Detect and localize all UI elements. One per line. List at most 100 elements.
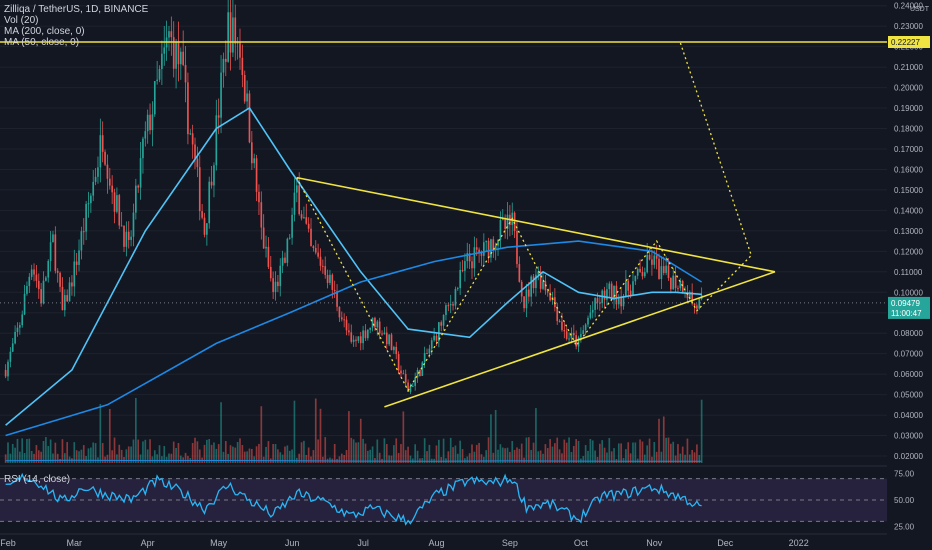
candle-body (670, 277, 672, 290)
volume-bar (19, 451, 21, 463)
candle-body (52, 234, 54, 243)
candle-body (16, 327, 19, 332)
candle-body (35, 274, 38, 281)
candle-body (253, 158, 256, 164)
volume-bar (468, 453, 471, 463)
volume-bar (646, 445, 649, 463)
ma200-indicator-label[interactable]: MA (200, close, 0) (4, 26, 85, 37)
candle-body (248, 93, 251, 143)
volume-bar (506, 447, 509, 463)
volume-bar (681, 446, 684, 463)
volume-bar (558, 449, 561, 463)
candle-body (319, 256, 322, 266)
volume-bar (665, 437, 667, 463)
ma50-indicator-label[interactable]: MA (50, close, 0) (4, 37, 80, 48)
candle-body (655, 255, 658, 259)
candle-body (28, 276, 31, 286)
volume-bar (11, 443, 14, 463)
volume-bar (125, 449, 128, 463)
volume-bar (575, 439, 577, 463)
level-price-badge (888, 36, 930, 48)
candle-body (518, 264, 521, 282)
volume-bar (438, 439, 440, 463)
volume-bar (324, 437, 327, 463)
candle-body (617, 297, 620, 305)
candle-body (698, 298, 701, 309)
time-axis[interactable]: Feb Mar Apr May Jun Jul Aug Sep Oct Nov Dec 2022 (0, 538, 808, 548)
candle-body (82, 231, 85, 233)
price-tick-label: 0.06000 (894, 370, 923, 379)
volume-bar (419, 458, 421, 463)
volume-bar (21, 438, 24, 463)
volume-bar (556, 437, 559, 463)
price-axis[interactable]: USDT0.240000.230000.220000.210000.200000… (887, 0, 932, 550)
candle-body (307, 223, 310, 229)
candle-body (490, 239, 492, 258)
candle-body (646, 254, 649, 273)
volume-bar (132, 439, 135, 463)
candle-body (279, 265, 282, 287)
candle-body (293, 192, 296, 215)
volume-bar (475, 444, 478, 463)
volume-bar (206, 439, 208, 463)
candle-body (442, 314, 445, 326)
candle-body (310, 228, 312, 247)
candle-body (471, 261, 473, 269)
volume-bar (338, 456, 341, 463)
candle-body (641, 271, 644, 277)
candle-body (426, 353, 428, 355)
candle-body (295, 185, 298, 193)
rsi-tick-label: 50.00 (894, 496, 915, 505)
volume-bar (426, 451, 428, 463)
symbol-title[interactable]: Zilliqa / TetherUS, 1D, BINANCE (4, 4, 149, 15)
volume-bar (293, 400, 296, 463)
volume-bar (288, 450, 291, 463)
candle-body (523, 296, 525, 309)
trendline-drawings[interactable] (0, 41, 887, 408)
rsi-line (5, 472, 702, 526)
volume-bar (577, 440, 580, 463)
candle-body (170, 31, 173, 38)
volume-bar (258, 443, 260, 463)
candle-body (483, 242, 485, 256)
candle-body (651, 259, 653, 265)
volume-bar (348, 411, 350, 463)
candle-body (33, 269, 35, 275)
candle-body (584, 324, 587, 331)
volume-bar (499, 444, 502, 463)
volume-bar (655, 451, 658, 463)
time-tick-label: Mar (67, 538, 83, 548)
volume-bar (146, 449, 149, 463)
volume-bar (298, 453, 301, 463)
candle-body (333, 289, 336, 292)
volume-bar (674, 455, 677, 463)
volume-indicator-label[interactable]: Vol (20) (4, 15, 39, 26)
volume-bar (243, 451, 246, 463)
candle-body (464, 261, 466, 271)
candle-body (61, 286, 64, 311)
volume-bar (480, 454, 483, 463)
candle-body (222, 58, 225, 73)
volume-bar (445, 458, 447, 463)
volume-bar (651, 456, 653, 463)
volume-bar (149, 439, 151, 463)
volume-bar (686, 438, 689, 463)
candle-body (305, 217, 308, 224)
candle-body (241, 57, 244, 76)
candle-body (182, 51, 185, 65)
price-tick-label: 0.23000 (894, 22, 923, 31)
rsi-indicator-label[interactable]: RSI (14, close) (4, 474, 71, 485)
volume-bar (317, 439, 319, 463)
volume-bar (643, 454, 646, 463)
volume-bar (307, 447, 310, 463)
candle-body (47, 260, 50, 278)
volume-bar (400, 444, 402, 463)
volume-bar (108, 408, 111, 463)
candle-body (189, 133, 192, 135)
candle-body (45, 277, 47, 281)
candle-body (277, 281, 279, 287)
volume-bar (492, 452, 495, 463)
volume-bar (679, 453, 682, 463)
candle-body (255, 158, 258, 192)
